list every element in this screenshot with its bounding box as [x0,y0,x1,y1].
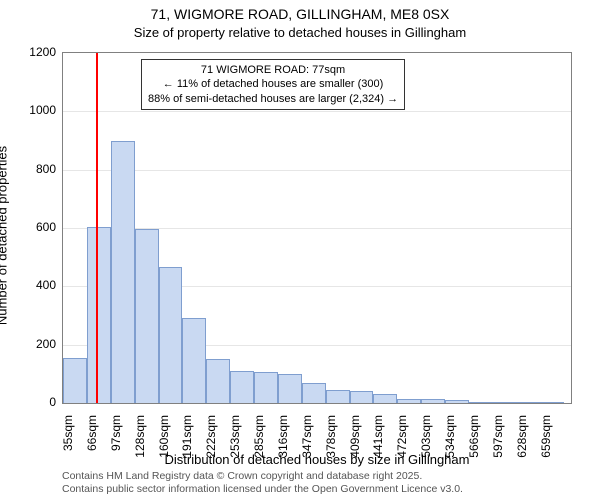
x-tick-label: 285sqm [252,415,266,458]
histogram-bar [87,227,111,403]
histogram-bar [182,318,206,403]
x-tick-label: 66sqm [85,415,99,451]
histogram-bar [493,402,517,403]
y-tick-label: 1200 [6,45,56,59]
x-tick-label: 97sqm [109,415,123,451]
histogram-bar [326,390,350,403]
x-tick-label: 128sqm [133,415,147,458]
histogram-bar [278,374,302,403]
histogram-bar [254,372,278,403]
y-tick-label: 800 [6,162,56,176]
x-tick-label: 659sqm [539,415,553,458]
x-tick-label: 534sqm [443,415,457,458]
y-tick-label: 1000 [6,103,56,117]
footer-line-2: Contains public sector information licen… [62,483,463,496]
y-tick-label: 600 [6,220,56,234]
histogram-bar [159,267,183,403]
x-tick-label: 222sqm [204,415,218,458]
footer-attribution: Contains HM Land Registry data © Crown c… [62,470,463,496]
property-marker-line [96,53,98,403]
y-tick-label: 400 [6,278,56,292]
x-tick-label: 160sqm [157,415,171,458]
annotation-line-2: ← 11% of detached houses are smaller (30… [148,77,398,91]
histogram-bar [230,371,254,403]
x-tick-label: 566sqm [467,415,481,458]
annotation-line-1: 71 WIGMORE ROAD: 77sqm [148,63,398,77]
histogram-bar [111,141,135,404]
x-tick-label: 409sqm [348,415,362,458]
histogram-bar [397,399,421,403]
histogram-bar [421,399,445,403]
plot-area: 71 WIGMORE ROAD: 77sqm← 11% of detached … [62,52,572,404]
x-tick-label: 441sqm [371,415,385,458]
x-tick-label: 191sqm [180,415,194,458]
histogram-bar [63,358,87,403]
histogram-bar [469,402,493,403]
footer-line-1: Contains HM Land Registry data © Crown c… [62,470,463,483]
annotation-line-3: 88% of semi-detached houses are larger (… [148,92,398,106]
x-tick-label: 503sqm [419,415,433,458]
histogram-bar [302,383,326,403]
histogram-bar [135,229,159,403]
x-tick-label: 628sqm [515,415,529,458]
x-tick-label: 347sqm [300,415,314,458]
y-tick-label: 200 [6,337,56,351]
gridline [63,170,571,171]
histogram-bar [517,402,541,403]
histogram-bar [445,400,469,404]
x-tick-label: 597sqm [491,415,505,458]
x-tick-label: 253sqm [228,415,242,458]
x-tick-label: 35sqm [61,415,75,451]
annotation-box: 71 WIGMORE ROAD: 77sqm← 11% of detached … [141,59,405,110]
histogram-bar [350,391,374,403]
chart-title: 71, WIGMORE ROAD, GILLINGHAM, ME8 0SX [0,0,600,24]
histogram-bar [373,394,397,403]
y-tick-label: 0 [6,395,56,409]
x-tick-label: 378sqm [324,415,338,458]
gridline [63,111,571,112]
x-tick-label: 472sqm [395,415,409,458]
histogram-bar [206,359,230,403]
x-tick-label: 316sqm [276,415,290,458]
chart-subtitle: Size of property relative to detached ho… [0,24,600,40]
histogram-bar [541,402,565,403]
